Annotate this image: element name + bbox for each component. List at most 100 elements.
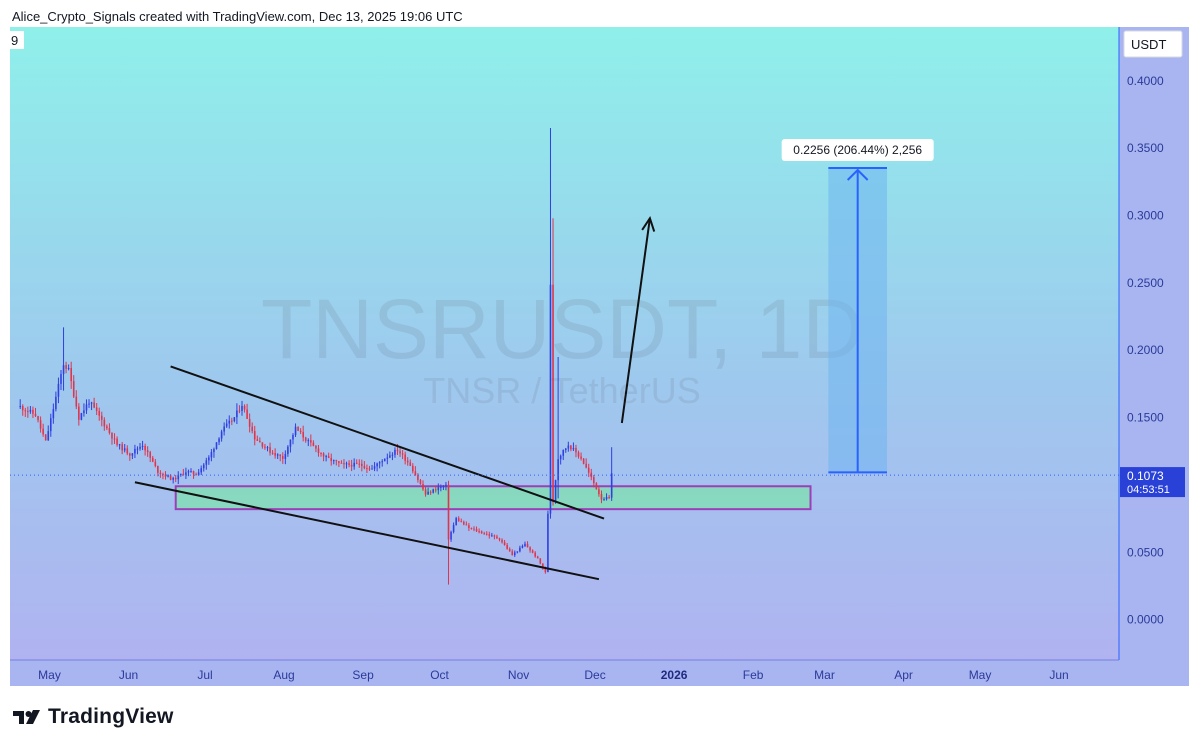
candle-body[interactable] [108,428,111,433]
candle-body[interactable] [259,440,261,443]
candle-body[interactable] [266,447,269,449]
candle-body[interactable] [111,432,113,439]
candle-body[interactable] [460,521,463,523]
candle-body[interactable] [383,458,386,462]
candle-body[interactable] [529,547,531,551]
candle-body[interactable] [93,402,95,408]
candle-body[interactable] [215,442,218,450]
candle-body[interactable] [269,447,271,453]
candle-body[interactable] [554,480,557,503]
candle-body[interactable] [508,548,511,552]
candle-body[interactable] [208,457,210,461]
candle-body[interactable] [205,460,208,465]
candle-body[interactable] [567,445,570,449]
candle-body[interactable] [468,525,470,529]
candle-body[interactable] [236,410,238,418]
candle-body[interactable] [251,426,253,432]
candle-body[interactable] [534,552,536,557]
candle-body[interactable] [396,449,399,452]
candle-body[interactable] [355,462,358,464]
candle-body[interactable] [228,420,231,424]
candle-body[interactable] [526,543,529,548]
candle-body[interactable] [434,489,437,491]
candle-body[interactable] [422,484,424,490]
candle-body[interactable] [376,463,378,467]
candle-body[interactable] [312,442,315,446]
candle-body[interactable] [353,462,355,467]
candle-body[interactable] [32,409,34,414]
candle-body[interactable] [593,477,595,484]
candle-body[interactable] [241,405,243,411]
candle-body[interactable] [603,499,605,501]
candle-body[interactable] [491,535,493,537]
candle-body[interactable] [149,452,152,458]
candle-body[interactable] [248,418,251,427]
candle-body[interactable] [146,450,149,453]
candle-body[interactable] [223,426,225,432]
candle-body[interactable] [261,442,264,447]
candle-body[interactable] [442,486,445,488]
candle-body[interactable] [330,457,333,462]
candle-body[interactable] [60,374,62,384]
candle-body[interactable] [501,539,503,543]
candle-body[interactable] [608,497,610,499]
candle-body[interactable] [220,431,223,439]
candle-body[interactable] [287,446,289,454]
candle-body[interactable] [85,404,88,411]
candle-body[interactable] [455,518,457,526]
candle-body[interactable] [399,451,401,454]
candle-body[interactable] [363,466,366,469]
candle-body[interactable] [65,365,67,369]
candle-body[interactable] [233,417,236,421]
last-price-badge[interactable] [1120,467,1185,498]
candle-body[interactable] [340,462,343,464]
candle-body[interactable] [575,447,577,453]
candle-body[interactable] [414,471,417,476]
candle-body[interactable] [531,550,534,553]
candle-body[interactable] [345,463,348,465]
candle-body[interactable] [95,407,98,411]
candle-body[interactable] [34,413,37,417]
candle-body[interactable] [605,497,608,500]
candle-body[interactable] [462,521,465,525]
candle-body[interactable] [19,406,21,408]
candle-body[interactable] [225,423,228,427]
candle-body[interactable] [582,458,585,464]
candle-body[interactable] [44,434,47,441]
candle-body[interactable] [121,444,123,451]
candle-body[interactable] [552,284,554,503]
candle-body[interactable] [197,472,200,476]
candle-body[interactable] [310,440,312,443]
candle-body[interactable] [167,475,169,477]
candle-body[interactable] [394,449,396,455]
candle-body[interactable] [213,449,215,453]
candle-body[interactable] [294,426,297,436]
candle-body[interactable] [322,453,325,457]
candle-body[interactable] [498,538,501,540]
candle-body[interactable] [480,531,483,534]
candle-body[interactable] [598,489,600,495]
candle-body[interactable] [195,474,197,476]
candle-body[interactable] [100,415,103,420]
candle-body[interactable] [116,438,118,445]
candle-body[interactable] [21,406,24,411]
candle-body[interactable] [327,456,330,458]
candle-body[interactable] [57,383,60,397]
candle-body[interactable] [483,533,485,535]
candle-body[interactable] [549,284,552,514]
candle-body[interactable] [559,455,562,460]
candle-body[interactable] [62,365,65,375]
candle-body[interactable] [83,410,85,414]
candle-body[interactable] [151,457,154,462]
candle-body[interactable] [78,406,80,420]
candle-body[interactable] [253,431,256,440]
candle-body[interactable] [417,475,419,481]
candle-body[interactable] [470,528,473,530]
lower-trendline[interactable] [134,481,600,581]
candle-body[interactable] [29,409,32,412]
candle-body[interactable] [587,467,590,473]
candle-body[interactable] [511,551,514,556]
candle-body[interactable] [557,459,559,481]
unit-badge[interactable] [1123,30,1183,58]
candle-body[interactable] [72,381,75,397]
